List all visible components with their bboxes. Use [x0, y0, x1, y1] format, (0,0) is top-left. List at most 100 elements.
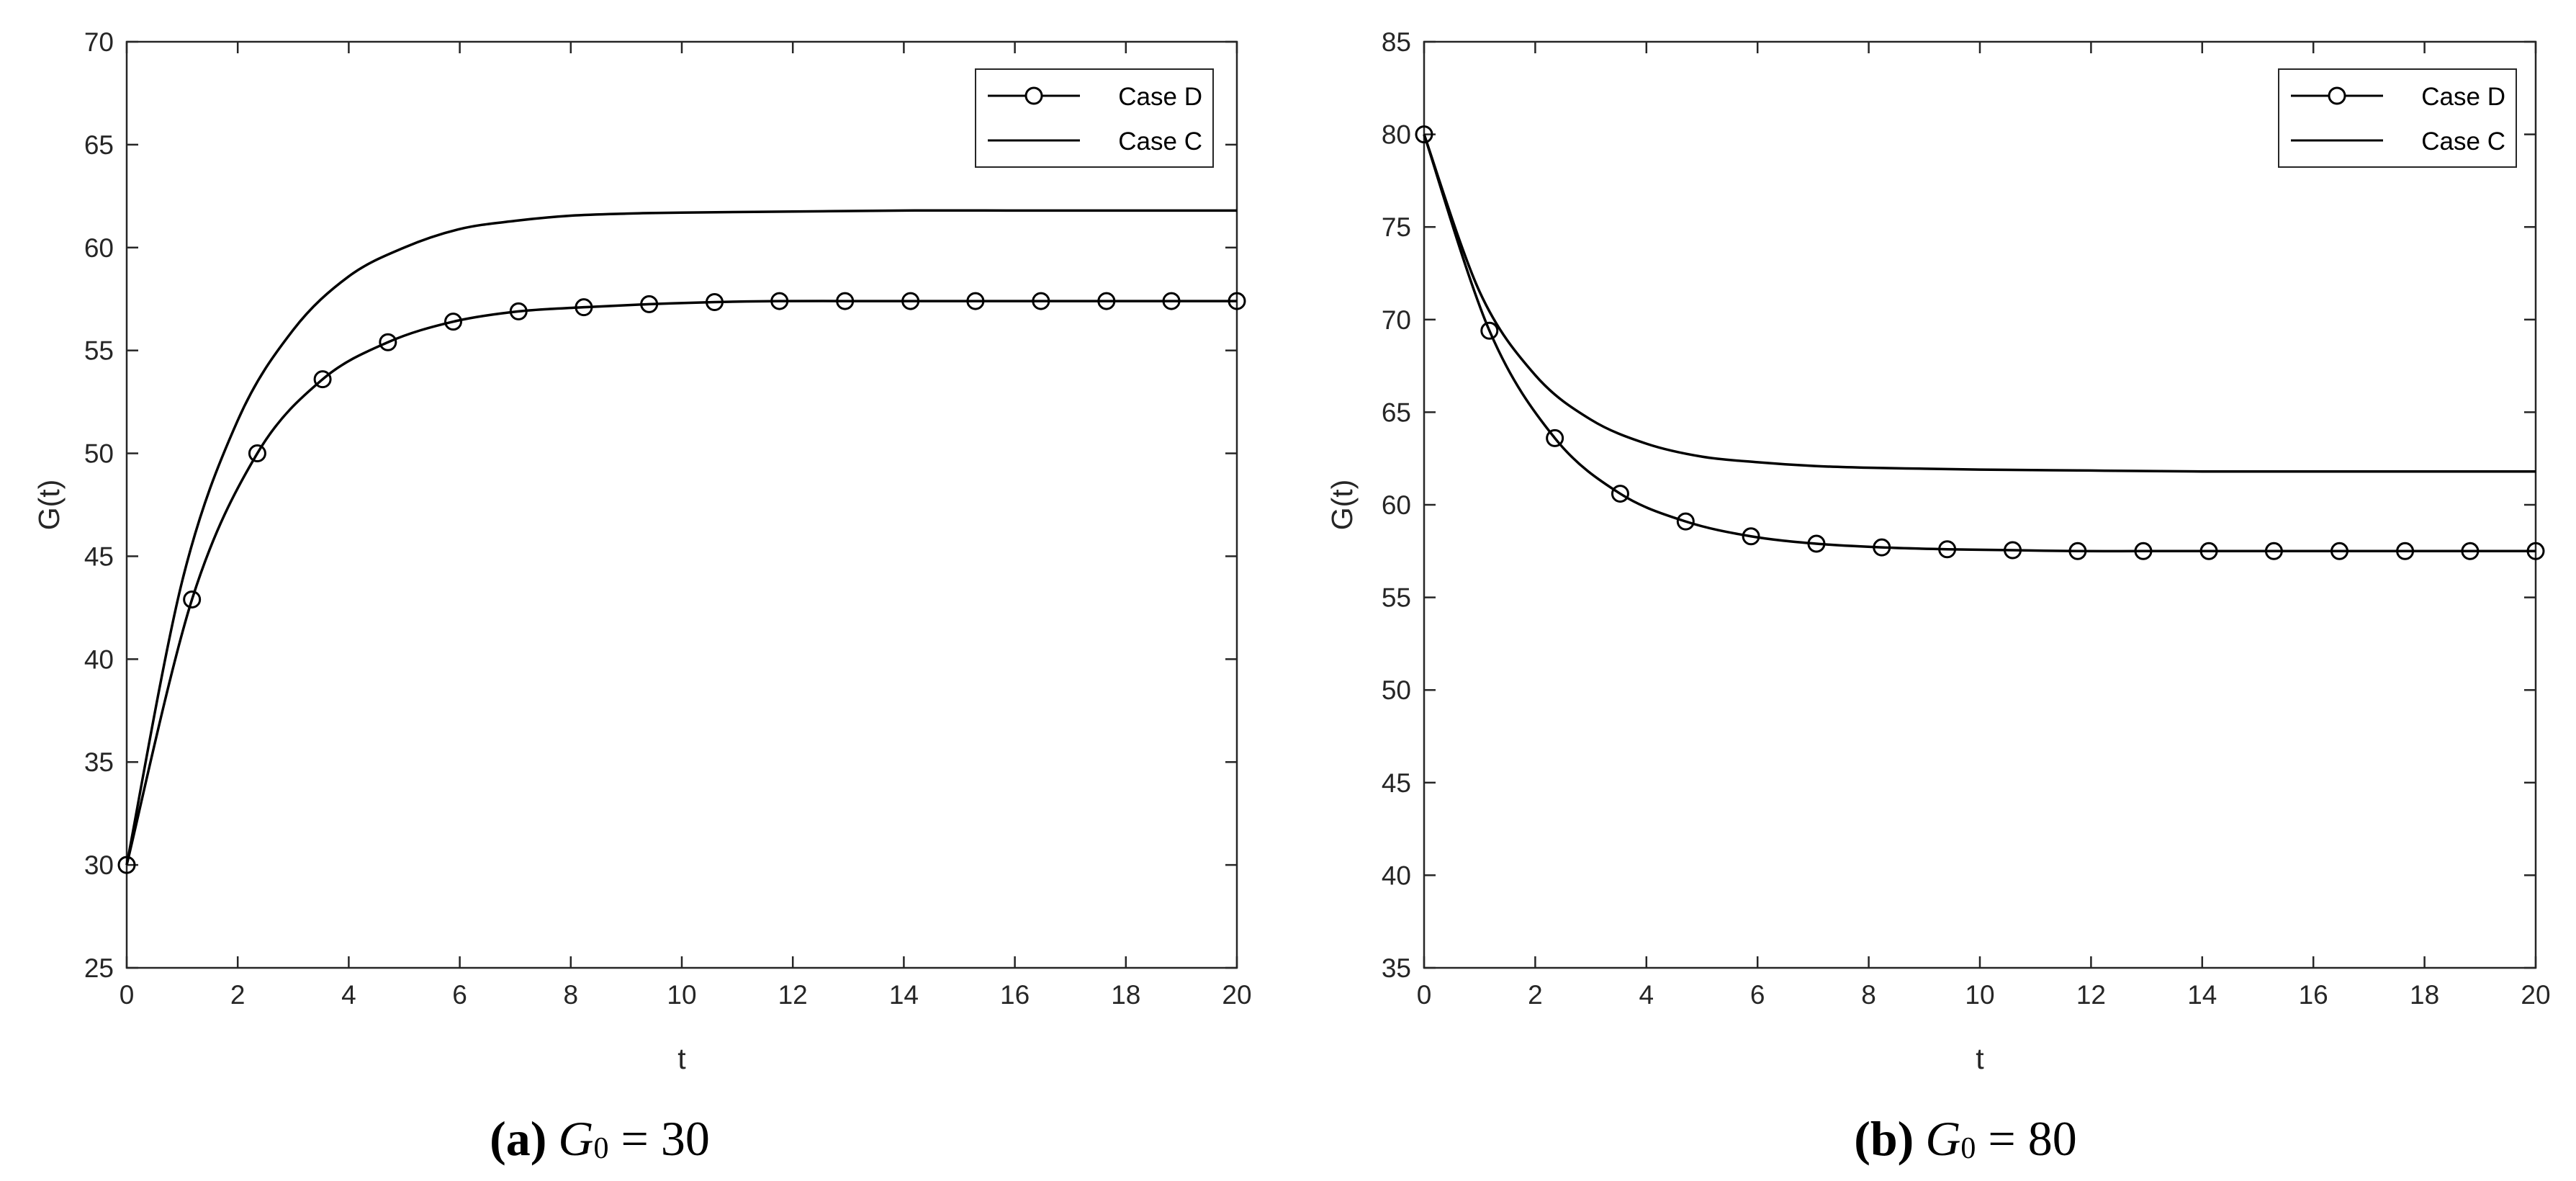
data-point-case-d	[1742, 527, 1760, 546]
legend-label-case-d: Case D	[1118, 83, 1202, 111]
data-point-case-d	[770, 292, 789, 310]
series-markers	[1415, 125, 2545, 560]
series-markers	[117, 292, 1246, 874]
data-point-case-d	[509, 302, 528, 320]
y-tick-label: 55	[1382, 583, 1411, 613]
data-point-case-d	[2396, 542, 2415, 560]
data-point-case-d	[705, 293, 724, 312]
x-tick-label: 12	[778, 980, 808, 1010]
data-point-case-d	[1097, 292, 1116, 310]
x-tick-label: 18	[1111, 980, 1140, 1010]
caption-symbol: G	[1925, 1111, 1960, 1166]
legend-marker-case-d	[2328, 86, 2346, 105]
data-point-case-d	[248, 444, 266, 463]
tick-marks	[1423, 40, 2537, 969]
data-point-case-d	[313, 370, 332, 389]
data-point-case-d	[901, 292, 920, 310]
caption-subscript: 0	[1960, 1132, 1976, 1165]
data-point-case-d	[1032, 292, 1050, 310]
data-point-case-d	[1480, 321, 1499, 340]
y-tick-label: 85	[1382, 27, 1411, 57]
y-tick-label: 45	[84, 542, 114, 571]
data-point-case-d	[444, 313, 463, 331]
legend-marker-case-d	[1024, 86, 1043, 105]
x-tick-label: 4	[341, 980, 356, 1010]
legend-box	[975, 68, 1214, 168]
x-tick-label: 2	[230, 980, 246, 1010]
x-tick-label: 0	[1417, 980, 1432, 1010]
legend-label-case-c: Case C	[2421, 127, 2505, 156]
y-axis-label: G(t)	[1325, 480, 1359, 531]
chart-panel-b: 0 2 4 6 8 10 12 14 16 18 203540455055606570758085 …	[1325, 27, 2551, 1166]
y-tick-label: 30	[84, 850, 114, 880]
data-point-case-d	[2526, 542, 2545, 560]
x-tick-label: 16	[2299, 980, 2328, 1010]
data-point-case-d	[1938, 540, 1957, 559]
x-tick-label: 6	[452, 980, 467, 1010]
series-line-case-c	[125, 209, 1237, 866]
caption-label: (a)	[490, 1111, 546, 1166]
caption-equation: = 30	[609, 1111, 710, 1166]
data-point-case-d	[2199, 542, 2218, 560]
x-axis-label: t	[1976, 1042, 1984, 1075]
y-tick-label: 65	[84, 130, 114, 160]
data-point-case-d	[2330, 542, 2348, 560]
y-tick-label: 70	[84, 27, 114, 57]
y-tick-label: 60	[84, 233, 114, 263]
y-tick-label: 35	[84, 747, 114, 777]
data-point-case-d	[575, 298, 593, 317]
y-tick-label: 75	[1382, 212, 1411, 242]
x-tick-label: 14	[2187, 980, 2217, 1010]
x-tick-label: 0	[120, 980, 135, 1010]
series-line-case-c	[1423, 134, 2536, 473]
data-point-case-d	[1611, 485, 1629, 503]
y-tick-label: 70	[1382, 305, 1411, 335]
series-lines	[1423, 134, 2536, 553]
y-tick-label: 40	[84, 645, 114, 674]
data-point-case-d	[1162, 292, 1181, 310]
y-tick-label: 60	[1382, 490, 1411, 520]
y-tick-label: 25	[84, 953, 114, 983]
y-tick-label: 35	[1382, 953, 1411, 983]
tick-marks	[125, 40, 1238, 969]
y-tick-label: 65	[1382, 398, 1411, 427]
legend-box	[2278, 68, 2517, 168]
x-tick-label: 8	[1861, 980, 1876, 1010]
y-tick-label: 45	[1382, 768, 1411, 798]
x-tick-label: 2	[1528, 980, 1543, 1010]
x-axis-label: t	[677, 1042, 686, 1075]
data-point-case-d	[1546, 428, 1564, 447]
y-axis-label: G(t)	[32, 480, 66, 531]
caption-label: (b)	[1854, 1111, 1914, 1166]
data-point-case-d	[2461, 542, 2480, 560]
caption-a: (a) G0 = 30	[490, 1111, 710, 1166]
tick-labels: 0 2 4 6 8 10 12 14 16 18 20 25 30 35 40 45 50 55 60 65 70	[84, 27, 1252, 1010]
legend: Case D Case C	[2278, 68, 2517, 168]
x-tick-label: 10	[667, 980, 696, 1010]
series-line-case-d	[1423, 134, 2536, 553]
legend-label-case-d: Case D	[2421, 83, 2505, 111]
x-tick-label: 14	[889, 980, 919, 1010]
x-tick-label: 16	[1000, 980, 1030, 1010]
data-point-case-d	[1873, 538, 1891, 557]
y-tick-label: 80	[1382, 120, 1411, 150]
legend: Case D Case C	[975, 68, 1214, 168]
data-point-case-d	[379, 333, 397, 351]
data-point-case-d	[117, 856, 136, 874]
data-point-case-d	[2264, 542, 2283, 560]
data-point-case-d	[2004, 541, 2022, 560]
x-tick-label: 6	[1750, 980, 1765, 1010]
y-tick-label: 50	[1382, 675, 1411, 705]
legend-label-case-c: Case C	[1118, 127, 1202, 156]
caption-subscript: 0	[594, 1132, 609, 1165]
x-tick-label: 20	[1222, 980, 1251, 1010]
x-tick-label: 12	[2076, 980, 2106, 1010]
plot-area-frame	[125, 40, 1238, 969]
data-point-case-d	[1676, 512, 1695, 531]
data-point-case-d	[966, 292, 985, 310]
x-tick-label: 20	[2521, 980, 2550, 1010]
data-point-case-d	[183, 590, 202, 609]
data-point-case-d	[1807, 534, 1826, 553]
